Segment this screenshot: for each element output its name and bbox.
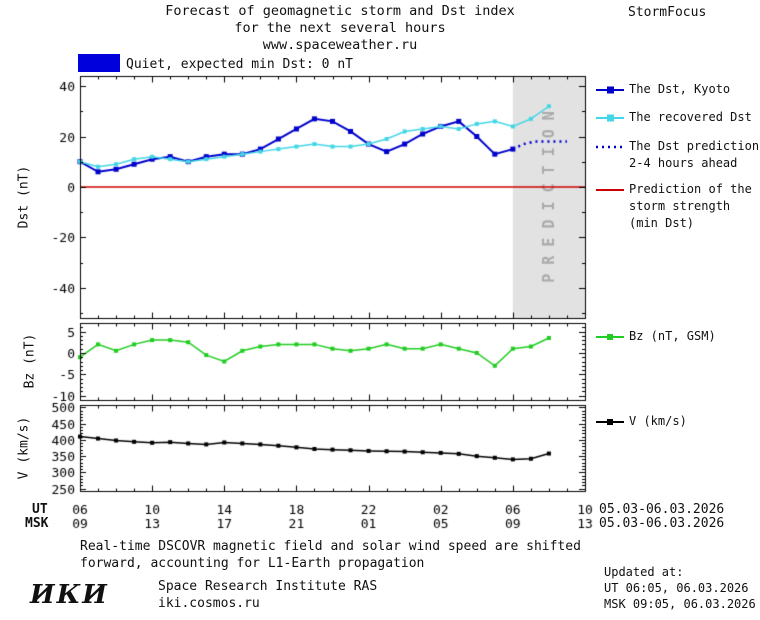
page-title: Forecast of geomagnetic storm and Dst in…: [80, 3, 600, 54]
brand-stormfocus: StormFocus: [628, 5, 707, 20]
legend-item-recovered: The recovered Dst: [596, 109, 752, 126]
legend-label-v: V (km/s): [629, 414, 687, 428]
updated-at-label: Updated at:: [604, 565, 684, 579]
legend-label-dst-kyoto: The Dst, Kyoto: [629, 82, 731, 96]
legend-label-storm-strength: Prediction of the storm strength (min Ds…: [629, 182, 752, 230]
legend-label-recovered: The recovered Dst: [629, 110, 752, 124]
legend-label-bz: Bz (nT, GSM): [629, 329, 716, 343]
legend-item-bz: Bz (nT, GSM): [596, 328, 716, 345]
bz-line-icon: [596, 334, 624, 340]
ut-row-label: UT: [32, 502, 48, 517]
updated-at-ut: UT 06:05, 06.03.2026: [604, 581, 749, 595]
data-source-note: Real-time DSCOVR magnetic field and sola…: [80, 539, 581, 571]
legend-item-v: V (km/s): [596, 413, 687, 430]
storm-strength-line-icon: [596, 189, 624, 191]
msk-row-label: MSK: [25, 516, 49, 531]
dst-prediction-dotted-line-icon: [596, 145, 624, 149]
title-line-2: for the next several hours: [234, 20, 446, 36]
updated-at-block: Updated at: UT 06:05, 06.03.2026 MSK 09:…: [604, 564, 756, 612]
v-axis-title: V (km/s): [16, 416, 32, 480]
title-line-1: Forecast of geomagnetic storm and Dst in…: [165, 3, 515, 19]
institute-site-link[interactable]: iki.cosmos.ru: [158, 596, 260, 611]
dst-axis-title: Dst (nT): [16, 165, 32, 229]
quiet-status-swatch: [78, 54, 120, 72]
updated-at-msk: MSK 09:05, 06.03.2026: [604, 597, 756, 611]
ut-date-range: 05.03-06.03.2026: [599, 502, 725, 517]
legend-item-dst-kyoto: The Dst, Kyoto: [596, 81, 730, 98]
dst-kyoto-line-icon: [596, 86, 624, 94]
institute-name: Space Research Institute RAS: [158, 579, 378, 594]
quiet-status-label: Quiet, expected min Dst: 0 nT: [126, 57, 353, 72]
title-line-3-url: www.spaceweather.ru: [262, 37, 418, 53]
legend-item-storm-strength: Prediction of the storm strength (min Ds…: [596, 181, 752, 232]
recovered-dst-line-icon: [596, 114, 624, 122]
legend-label-prediction: The Dst prediction 2-4 hours ahead: [629, 139, 760, 170]
bz-axis-title: Bz (nT): [22, 333, 38, 389]
legend-item-prediction: The Dst prediction 2-4 hours ahead: [596, 138, 759, 172]
v-line-icon: [596, 419, 624, 425]
msk-date-range: 05.03-06.03.2026: [599, 516, 725, 531]
iki-logo: ИКИ: [30, 580, 109, 610]
